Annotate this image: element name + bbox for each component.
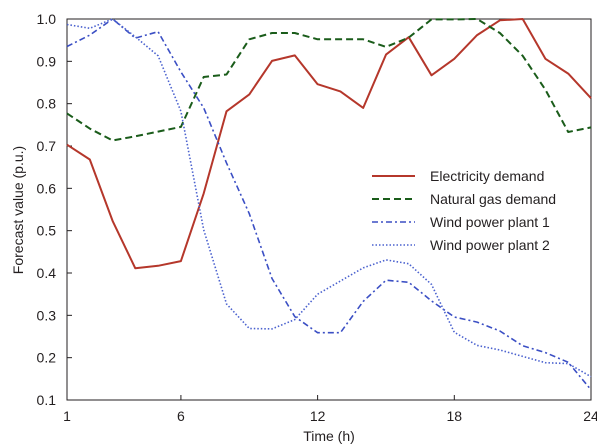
x-tick-label: 12: [310, 408, 326, 424]
y-tick-label: 0.4: [37, 265, 57, 281]
x-tick-label: 1: [63, 408, 71, 424]
x-axis-title: Time (h): [303, 428, 355, 444]
series-lines: [66, 18, 592, 391]
series-line-2: [66, 18, 592, 142]
x-axis: 1 6 12 18 24: [63, 395, 597, 424]
series-line-3: [66, 18, 592, 391]
y-tick-label: 0.3: [37, 307, 57, 323]
x-tick-label: 24: [583, 408, 597, 424]
y-tick-label: 0.6: [37, 180, 57, 196]
x-tick-label: 6: [177, 408, 185, 424]
y-tick-label: 0.1: [37, 392, 57, 408]
y-axis-title: Forecast value (p.u.): [10, 146, 26, 274]
y-tick-label: 0.8: [37, 96, 57, 112]
plot-frame: [66, 18, 592, 401]
y-axis: 0.1 0.2 0.3 0.4 0.5 0.6 0.7 0.8 0.9 1.0: [37, 11, 72, 408]
legend: Electricity demand Natural gas demand Wind…: [372, 168, 556, 253]
y-tick-label: 0.9: [37, 53, 57, 69]
legend-label: Natural gas demand: [430, 191, 556, 207]
y-tick-label: 0.5: [37, 223, 57, 239]
series-line-1: [66, 18, 592, 270]
x-tick-label: 18: [447, 408, 463, 424]
legend-label: Electricity demand: [430, 168, 544, 184]
legend-label: Wind power plant 1: [430, 214, 550, 230]
y-tick-label: 0.2: [37, 350, 57, 366]
y-tick-label: 0.7: [37, 138, 57, 154]
legend-label: Wind power plant 2: [430, 237, 550, 253]
y-tick-label: 1.0: [37, 11, 57, 27]
